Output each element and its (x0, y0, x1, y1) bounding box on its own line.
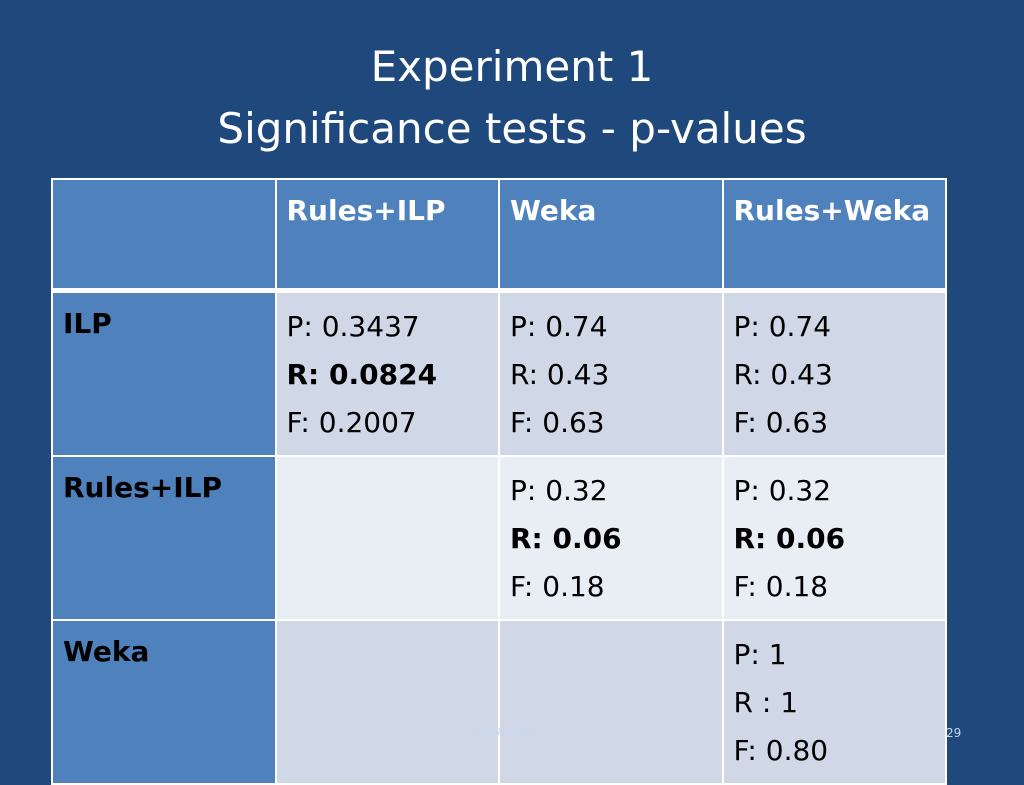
cell-weka-vs-rules-ilp (274, 619, 500, 785)
precision-value: P: 0.74 (733, 310, 832, 343)
recall-value: R : 1 (733, 686, 799, 719)
table-row-rules-ilp: Rules+ILP P: 0.32 R: 0.06 F: 0.18 P: 0.3… (51, 455, 947, 621)
table-corner-cell (51, 178, 277, 293)
slide-number: 29 (946, 726, 962, 740)
cell-weka-vs-weka (498, 619, 724, 785)
f-score-value: F: 0.18 (733, 570, 829, 603)
cell-ilp-vs-weka: P: 0.74 R: 0.43 F: 0.63 (498, 289, 724, 457)
cell-rules-ilp-vs-weka: P: 0.32 R: 0.06 F: 0.18 (498, 455, 724, 621)
table-row-weka: Weka P: 1 R : 1 F: 0.80 (51, 619, 947, 785)
slide-title-line-1: Experiment 1 (370, 42, 654, 91)
column-header-rules-ilp: Rules+ILP (274, 178, 500, 293)
precision-value: P: 0.32 (510, 474, 608, 507)
recall-value: R: 0.06 (733, 522, 846, 555)
recall-value: R: 0.43 (733, 358, 833, 391)
table-row-ilp: ILP P: 0.3437 R: 0.0824 F: 0.2007 P: 0.7… (51, 289, 947, 457)
precision-value: P: 0.32 (733, 474, 832, 507)
cell-rules-ilp-vs-rules-ilp (274, 455, 500, 621)
row-header-weka: Weka (51, 619, 277, 785)
table-header-row: Rules+ILP Weka Rules+Weka (51, 178, 947, 293)
recall-value: R: 0.06 (510, 522, 622, 555)
precision-value: P: 0.74 (510, 310, 608, 343)
column-header-rules-weka: Rules+Weka (721, 178, 947, 293)
cell-weka-vs-rules-weka: P: 1 R : 1 F: 0.80 (721, 619, 947, 785)
f-score-value: F: 0.18 (510, 570, 605, 603)
row-header-ilp: ILP (51, 289, 277, 457)
slide-title-line-2: Significance tests - p-values (217, 104, 807, 153)
precision-value: P: 0.3437 (286, 310, 420, 343)
column-header-weka: Weka (498, 178, 724, 293)
f-score-value: F: 0.63 (733, 406, 829, 439)
slide-title: Experiment 1 Significance tests - p-valu… (0, 36, 1024, 160)
recall-value: R: 0.0824 (286, 358, 438, 391)
f-score-value: F: 0.2007 (286, 406, 417, 439)
recall-value: R: 0.43 (510, 358, 610, 391)
cell-rules-ilp-vs-rules-weka: P: 0.32 R: 0.06 F: 0.18 (721, 455, 947, 621)
cell-ilp-vs-rules-ilp: P: 0.3437 R: 0.0824 F: 0.2007 (274, 289, 500, 457)
cell-ilp-vs-rules-weka: P: 0.74 R: 0.43 F: 0.63 (721, 289, 947, 457)
f-score-value: F: 0.80 (733, 734, 829, 767)
footer-text: AMIA 2011 (474, 726, 539, 740)
p-values-table: Rules+ILP Weka Rules+Weka ILP P: 0.3437 … (51, 178, 947, 785)
row-header-rules-ilp: Rules+ILP (51, 455, 277, 621)
precision-value: P: 1 (733, 638, 787, 671)
f-score-value: F: 0.63 (510, 406, 605, 439)
